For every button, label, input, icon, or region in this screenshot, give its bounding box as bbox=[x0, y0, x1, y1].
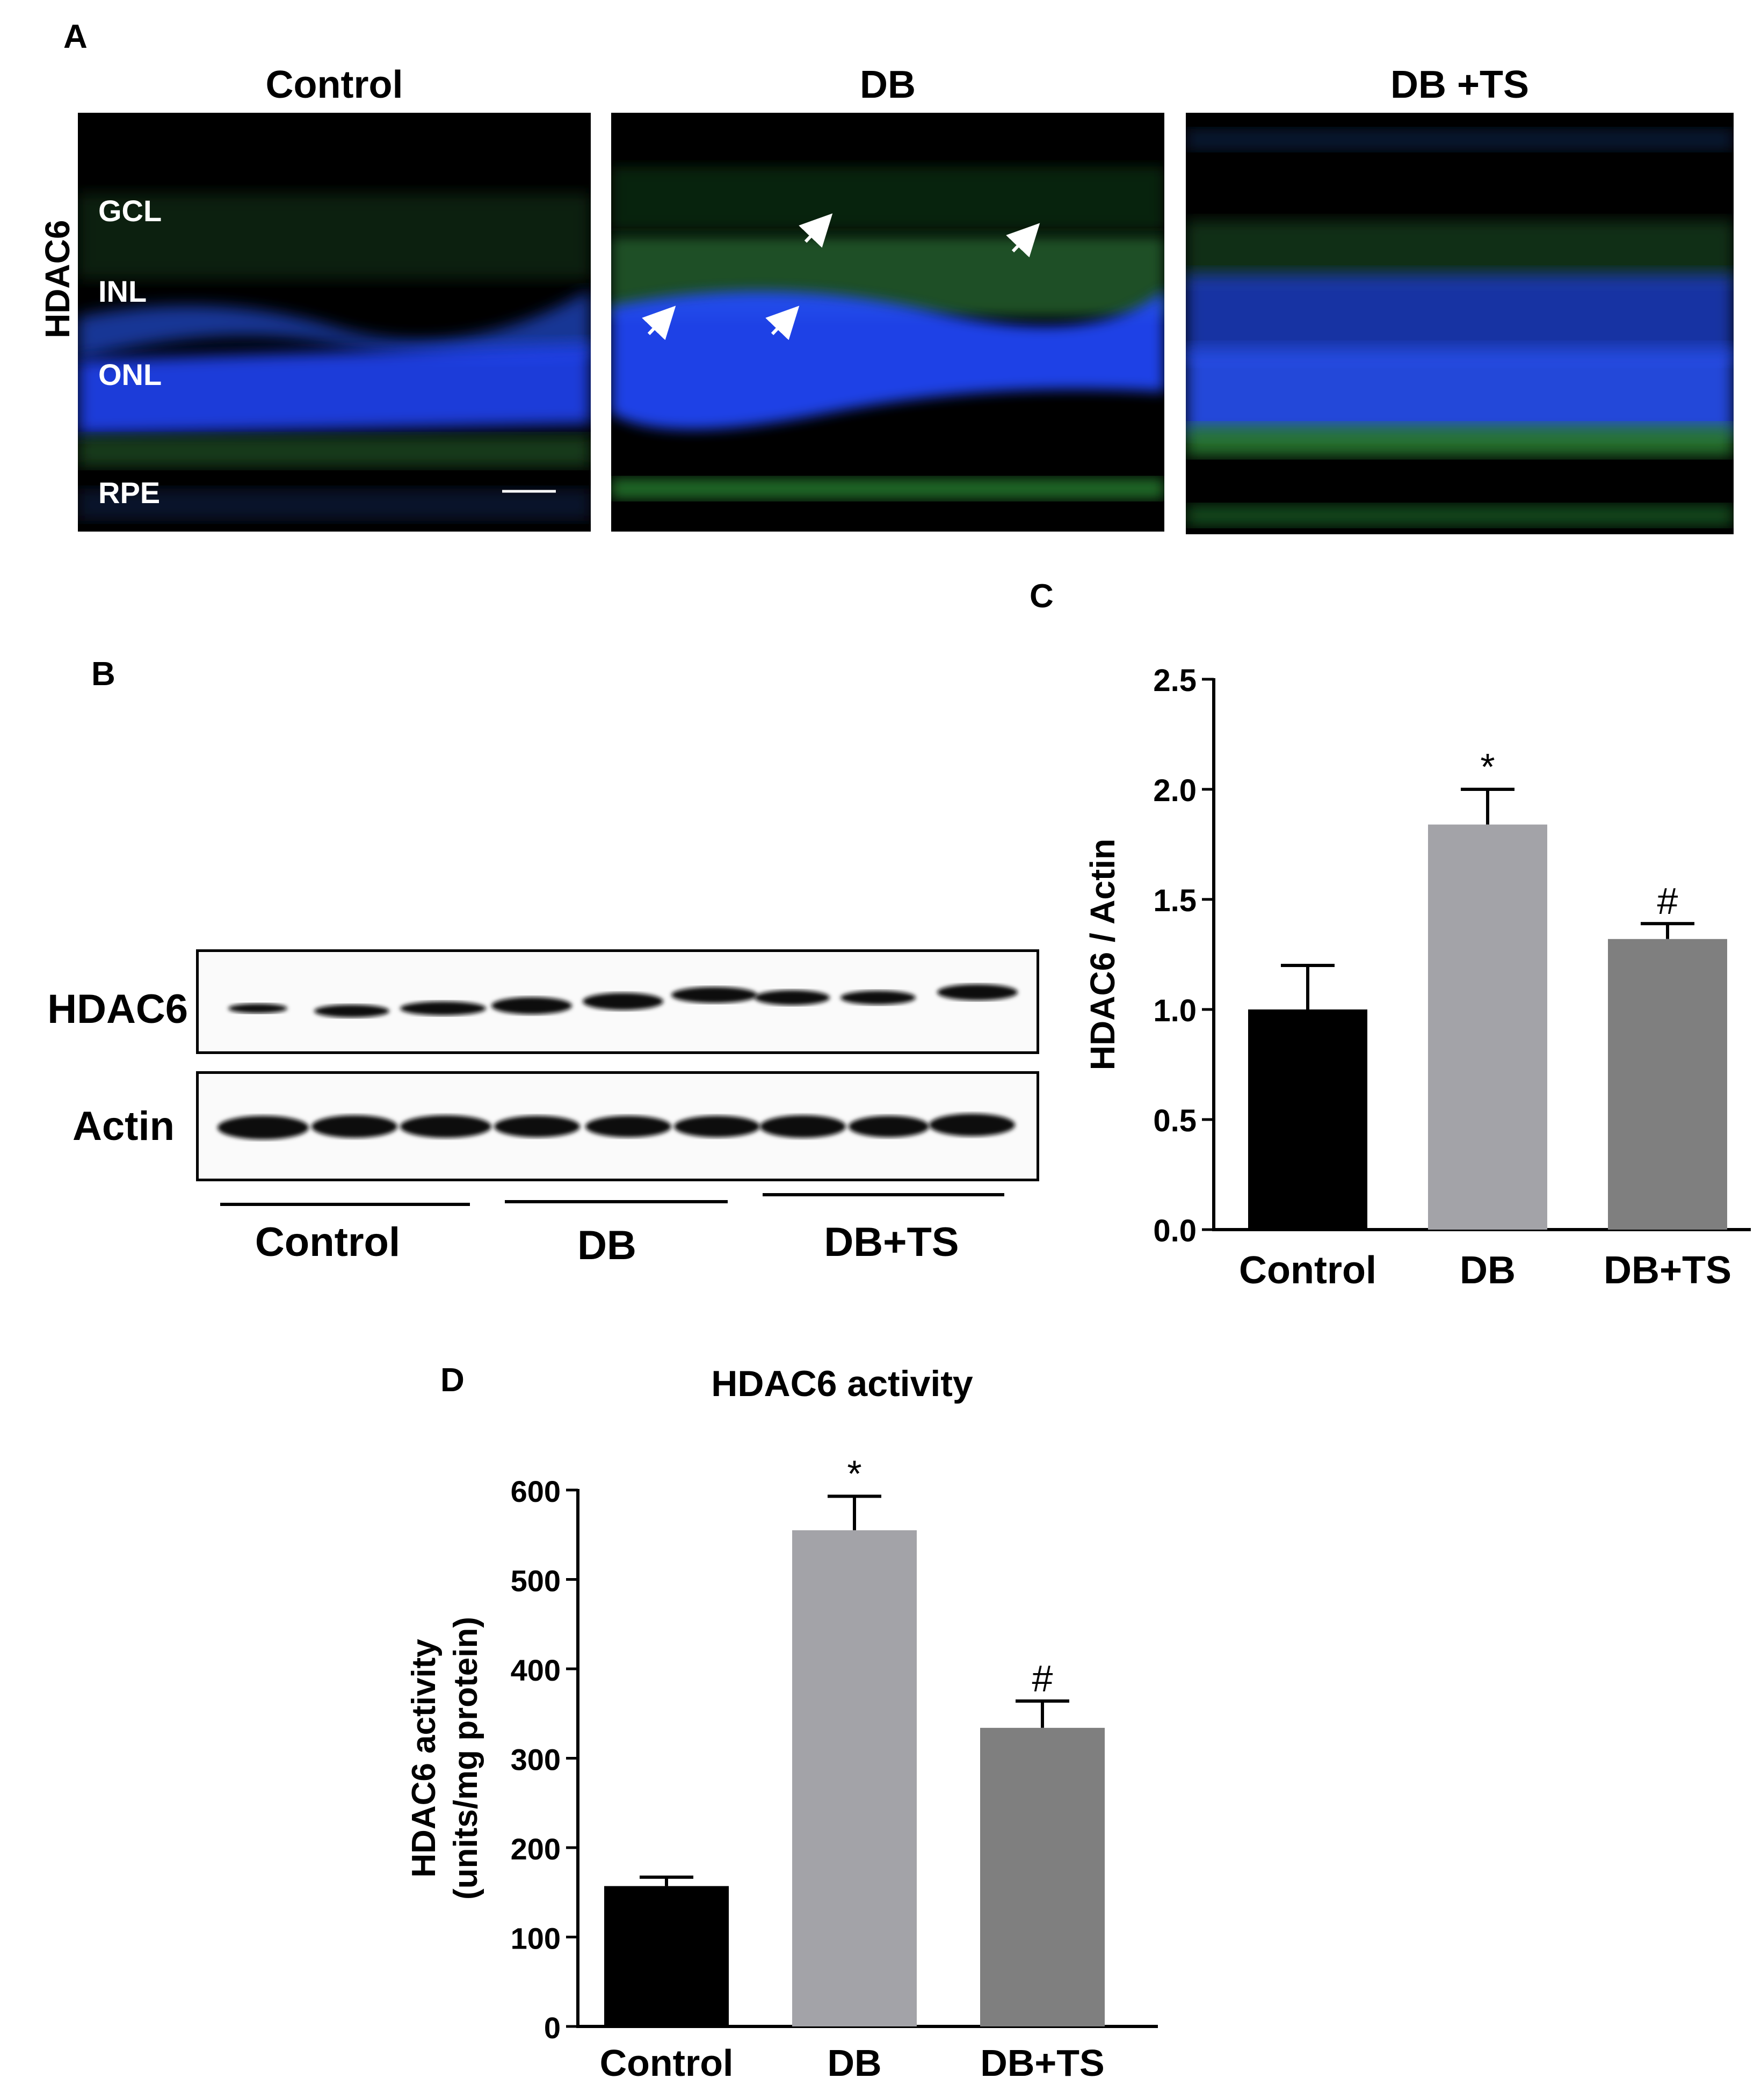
image-title-control: Control bbox=[265, 63, 403, 106]
bar-db-ts bbox=[1608, 939, 1727, 1230]
chart-d-hdac6-activity: 0 100 200 300 400 500 600 Control * DB # DB+TS HDAC6… bbox=[405, 1363, 1158, 2084]
y-tick-label: 600 bbox=[511, 1474, 561, 1508]
y-tick-label: 500 bbox=[511, 1564, 561, 1598]
bar-control bbox=[1248, 1009, 1367, 1230]
panel-a-letter: A bbox=[63, 18, 88, 55]
y-axis-label: HDAC6 activity bbox=[405, 1639, 443, 1878]
x-tick-label: DB+TS bbox=[1604, 1249, 1731, 1292]
panel-b-letter: B bbox=[91, 656, 115, 693]
group-label-control: Control bbox=[255, 1219, 401, 1265]
actin-bands bbox=[218, 1114, 1015, 1139]
y-tick-label: 2.5 bbox=[1153, 663, 1197, 698]
x-tick-label: DB bbox=[1460, 1249, 1516, 1292]
bar-db bbox=[792, 1530, 917, 2026]
y-axis-label: HDAC6 / Actin bbox=[1083, 839, 1122, 1070]
y-tick-label: 100 bbox=[511, 1922, 561, 1956]
x-tick-label: DB+TS bbox=[980, 2042, 1104, 2084]
layer-label-gcl: GCL bbox=[98, 194, 162, 228]
group-label-db-ts: DB+TS bbox=[824, 1219, 959, 1265]
x-tick-label: Control bbox=[1239, 1249, 1376, 1292]
micrograph-db bbox=[611, 113, 1164, 532]
image-title-db: DB bbox=[860, 63, 916, 106]
panel-c-letter: C bbox=[1030, 578, 1054, 615]
y-tick-label: 300 bbox=[511, 1743, 561, 1777]
micrograph-control: GCL INL ONL RPE bbox=[78, 113, 591, 532]
chart-title: HDAC6 activity bbox=[711, 1363, 973, 1404]
y-tick-label: 1.0 bbox=[1153, 993, 1197, 1028]
significance-marker: * bbox=[1480, 746, 1495, 788]
chart-c-hdac6-actin: 0.0 0.5 1.0 1.5 2.0 2.5 Control * DB # DB+TS HDAC6 … bbox=[1083, 663, 1751, 1292]
significance-marker: # bbox=[1657, 880, 1678, 922]
micrograph-db-ts-art bbox=[1186, 113, 1734, 534]
bar-db bbox=[1428, 824, 1547, 1230]
micrograph-db-ts bbox=[1186, 113, 1734, 534]
significance-marker: # bbox=[1032, 1658, 1053, 1699]
image-title-db-ts: DB +TS bbox=[1390, 63, 1530, 106]
bar-db-ts bbox=[980, 1727, 1105, 2026]
blot-label-actin: Actin bbox=[73, 1103, 175, 1149]
panel-d-letter: D bbox=[440, 1362, 465, 1399]
hdac6-bands bbox=[228, 984, 1018, 1018]
layer-label-rpe: RPE bbox=[98, 476, 161, 510]
significance-marker: * bbox=[847, 1453, 861, 1495]
blot-label-hdac6: HDAC6 bbox=[47, 986, 188, 1032]
y-axis-label: (units/mg protein) bbox=[447, 1617, 484, 1900]
bar-control bbox=[604, 1886, 729, 2026]
micrograph-db-art bbox=[611, 113, 1164, 532]
y-tick-label: 1.5 bbox=[1153, 883, 1197, 918]
y-tick-label: 2.0 bbox=[1153, 773, 1197, 808]
blot-group-lines bbox=[220, 1193, 1004, 1206]
x-tick-label: DB bbox=[827, 2042, 881, 2084]
layer-label-onl: ONL bbox=[98, 358, 162, 391]
y-tick-label: 400 bbox=[511, 1653, 561, 1687]
group-label-db: DB bbox=[577, 1223, 636, 1268]
micrograph-control-art bbox=[78, 113, 591, 532]
y-tick-label: 0 bbox=[544, 2011, 561, 2045]
western-blot-hdac6 bbox=[196, 949, 1039, 1054]
western-blot-actin bbox=[196, 1071, 1039, 1181]
x-tick-label: Control bbox=[600, 2042, 734, 2084]
y-tick-label: 0.5 bbox=[1153, 1103, 1197, 1138]
y-tick-label: 200 bbox=[511, 1832, 561, 1866]
layer-label-inl: INL bbox=[98, 274, 147, 308]
y-tick-label: 0.0 bbox=[1153, 1214, 1197, 1248]
